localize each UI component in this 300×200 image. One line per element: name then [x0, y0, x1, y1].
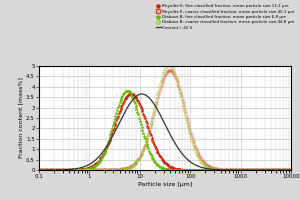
Legend: Rhyolite E, fine classified fraction, mean particle size 11.2 μm, Rhyolite E, co: Rhyolite E, fine classified fraction, me…: [156, 4, 295, 30]
Y-axis label: Fraction content [mass%]: Fraction content [mass%]: [18, 78, 23, 158]
X-axis label: Particle size [μm]: Particle size [μm]: [138, 182, 192, 187]
